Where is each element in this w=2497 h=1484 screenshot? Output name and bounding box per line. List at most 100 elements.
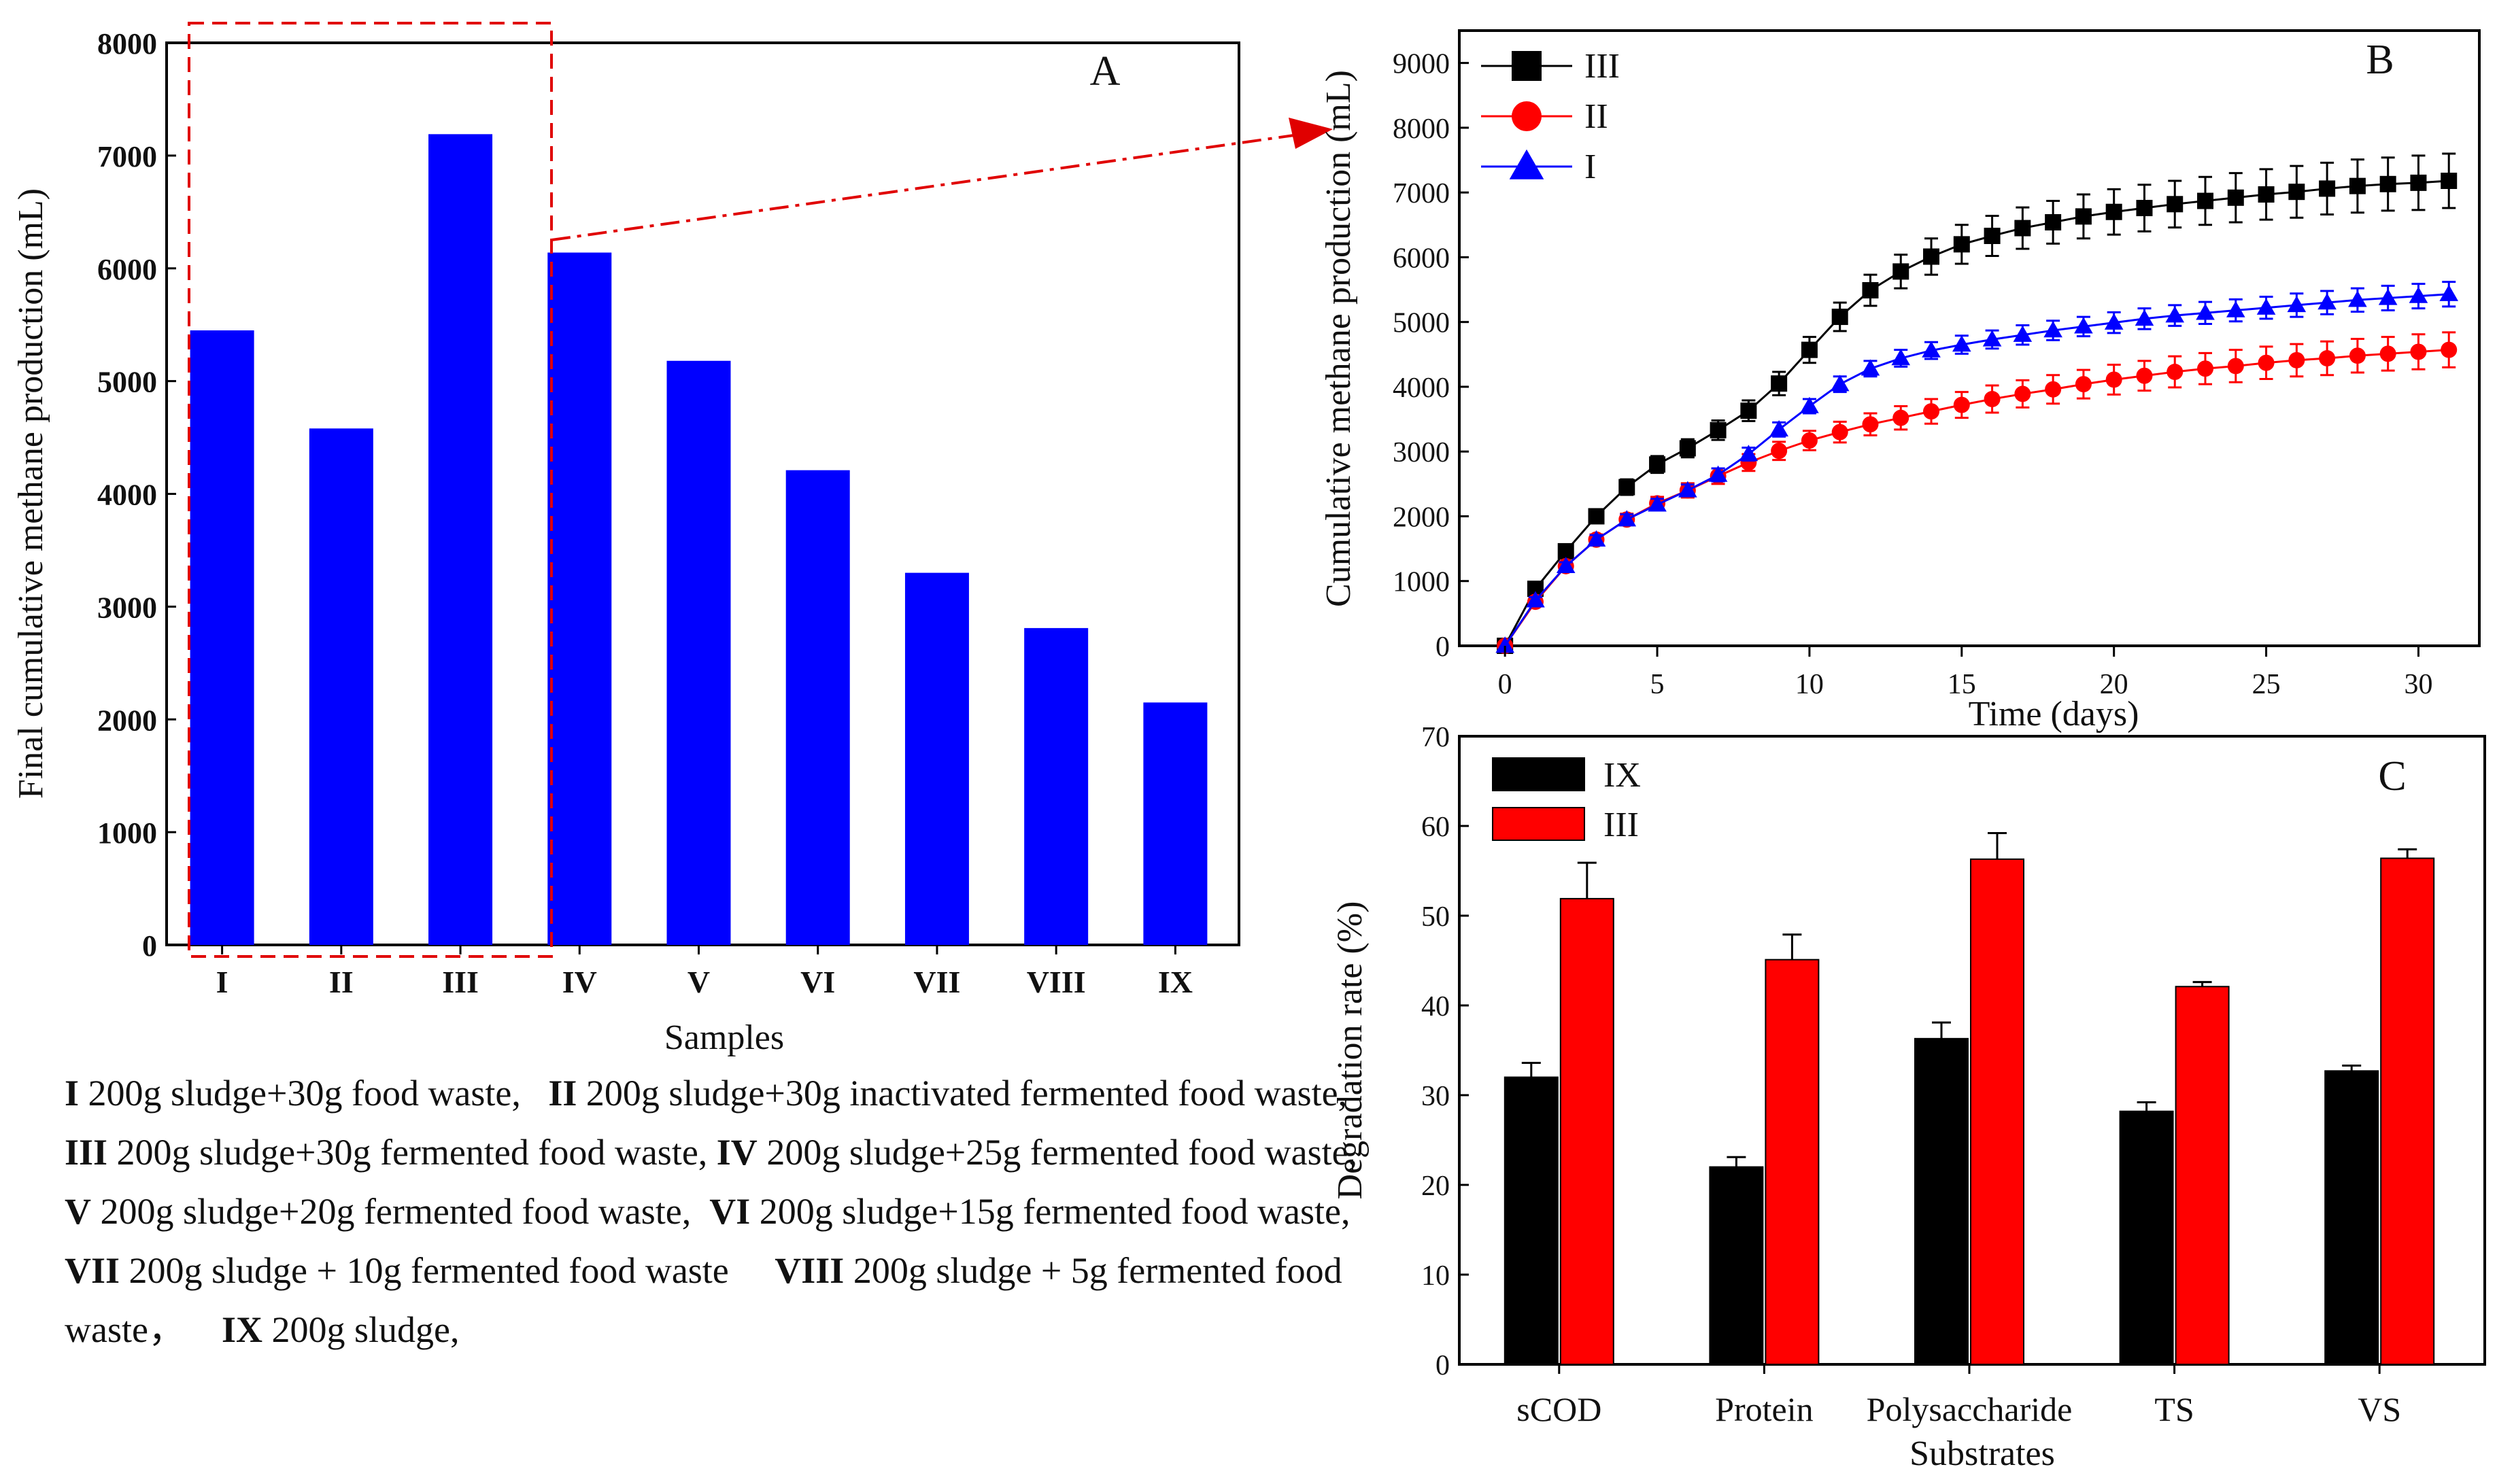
y-tick-label: 60 xyxy=(1421,812,1450,843)
caption-label: I xyxy=(65,1073,80,1114)
caption-label: III xyxy=(65,1132,108,1173)
data-point-III xyxy=(1984,227,2001,244)
caption-label: IX xyxy=(221,1309,262,1350)
panel-b-label: B xyxy=(2366,37,2394,83)
caption-text: 200g sludge, xyxy=(262,1309,460,1350)
data-point-I xyxy=(2135,309,2154,326)
data-point-I xyxy=(2348,290,2367,307)
legend-label-III: III xyxy=(1603,806,1639,844)
data-point-II xyxy=(2319,350,2336,367)
data-point-III xyxy=(1557,542,1574,559)
data-point-I xyxy=(1648,495,1667,512)
legend-marker-II xyxy=(1512,101,1542,131)
y-tick-label: 1000 xyxy=(1393,567,1450,598)
panel-b-line-chart: 0 1000 2000 3000 4000 5000 6000 7000 8000 9000 0 5… xyxy=(1319,29,2481,734)
x-tick-label: sCOD xyxy=(1516,1390,1601,1428)
data-point-I xyxy=(2226,300,2245,317)
data-point-II xyxy=(2227,358,2244,375)
bar-IX-sCOD xyxy=(1504,1076,1559,1365)
bar-IX-VS xyxy=(2324,1070,2379,1365)
x-tick-label: VS xyxy=(2358,1390,2401,1428)
data-point-III xyxy=(1862,282,1879,299)
data-point-II xyxy=(2410,343,2427,360)
y-tick-label: 30 xyxy=(1421,1081,1450,1112)
data-point-I xyxy=(1769,420,1788,437)
data-point-I xyxy=(1922,341,1941,358)
data-point-I xyxy=(1952,335,1971,352)
panel-a-label: A xyxy=(1090,48,1121,94)
data-point-III xyxy=(2167,196,2184,213)
panel-c-x-axis-title: Substrates xyxy=(1909,1434,2055,1473)
data-point-III xyxy=(1801,341,1818,358)
panel-b-x-axis-title: Time (days) xyxy=(1969,695,2139,734)
y-tick-label: 0 xyxy=(1436,632,1450,663)
y-tick-label: 4000 xyxy=(97,479,157,512)
data-point-II xyxy=(2075,376,2092,393)
data-point-III xyxy=(1649,456,1666,473)
series-line-II xyxy=(1504,349,2449,646)
y-tick-label: 40 xyxy=(1421,991,1450,1022)
x-tick-label: TS xyxy=(2154,1390,2194,1428)
data-point-I xyxy=(2317,293,2337,310)
data-point-II xyxy=(1984,391,2001,408)
data-point-III xyxy=(2319,180,2336,197)
panel-b-frame xyxy=(1458,29,2481,647)
caption-text: 200g sludge+30g fermented food waste, xyxy=(107,1132,708,1173)
x-tick-label: 10 xyxy=(1795,669,1824,700)
bar-IX-Polysaccharide xyxy=(1914,1037,1969,1365)
data-point-I xyxy=(1556,557,1576,574)
legend-label-I: I xyxy=(1584,148,1596,186)
data-point-II xyxy=(1892,409,1909,426)
x-tick-label: Polysaccharide xyxy=(1867,1390,2073,1428)
series-line-I xyxy=(1504,293,2449,646)
bar-III-Protein xyxy=(1765,959,1820,1366)
x-tick-label: VI xyxy=(800,965,835,999)
x-tick-label: 15 xyxy=(1948,669,1976,700)
data-point-III xyxy=(2045,213,2062,230)
data-point-II xyxy=(1953,396,1970,413)
series-line-III xyxy=(1504,179,2449,646)
caption-text: 200g sludge+30g inactivated fermented fo… xyxy=(577,1073,1348,1114)
data-point-III xyxy=(2197,192,2214,209)
data-point-I xyxy=(1708,465,1728,482)
caption-label: IV xyxy=(716,1132,758,1173)
x-tick-label: 25 xyxy=(2252,669,2281,700)
y-tick-label: 1000 xyxy=(97,816,157,850)
panel-b-y-axis-title: Cumulative methane production (mL) xyxy=(1319,70,1358,607)
data-point-I xyxy=(1982,330,2002,347)
y-tick-label: 7000 xyxy=(97,140,157,173)
bar-III-Polysaccharide xyxy=(1970,858,2024,1365)
data-point-II xyxy=(2349,347,2366,364)
data-point-III xyxy=(1618,479,1635,496)
data-point-III xyxy=(2136,200,2153,217)
data-point-II xyxy=(2379,345,2396,362)
legend-marker-I xyxy=(1509,149,1544,179)
data-point-III xyxy=(2014,220,2031,237)
legend-swatch-IX xyxy=(1492,757,1585,791)
caption-text: 200g sludge + 5g fermented food waste， xyxy=(65,1250,1342,1350)
data-point-I xyxy=(2409,286,2428,303)
x-tick-label: V xyxy=(687,965,710,999)
panel-c-y-axis-title: Degradation rate (%) xyxy=(1331,901,1370,1200)
x-tick-label: 5 xyxy=(1650,669,1665,700)
data-point-III xyxy=(1679,440,1696,457)
data-point-II xyxy=(1771,443,1788,460)
data-point-III xyxy=(2441,173,2458,190)
caption-text: 200g sludge + 10g fermented food waste xyxy=(120,1250,729,1291)
caption-text: 200g sludge+20g fermented food waste, xyxy=(91,1191,692,1232)
data-point-I xyxy=(1861,359,1880,376)
caption-text: 200g sludge+25g fermented food waste, xyxy=(757,1132,1358,1173)
bar-III xyxy=(428,134,493,945)
bar-VIII xyxy=(1024,627,1089,945)
x-tick-label: IX xyxy=(1158,965,1193,999)
data-point-II xyxy=(2014,385,2031,402)
x-tick-label: I xyxy=(216,965,228,999)
data-point-III xyxy=(2258,186,2275,203)
data-point-III xyxy=(2349,177,2366,194)
bar-IX-Protein xyxy=(1709,1166,1764,1365)
data-point-I xyxy=(2013,325,2033,342)
caption-label: VI xyxy=(709,1191,751,1232)
bar-IX xyxy=(1143,702,1208,945)
data-point-III xyxy=(1892,263,1909,280)
